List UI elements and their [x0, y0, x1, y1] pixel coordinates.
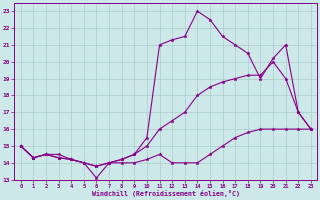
- X-axis label: Windchill (Refroidissement éolien,°C): Windchill (Refroidissement éolien,°C): [92, 190, 240, 197]
